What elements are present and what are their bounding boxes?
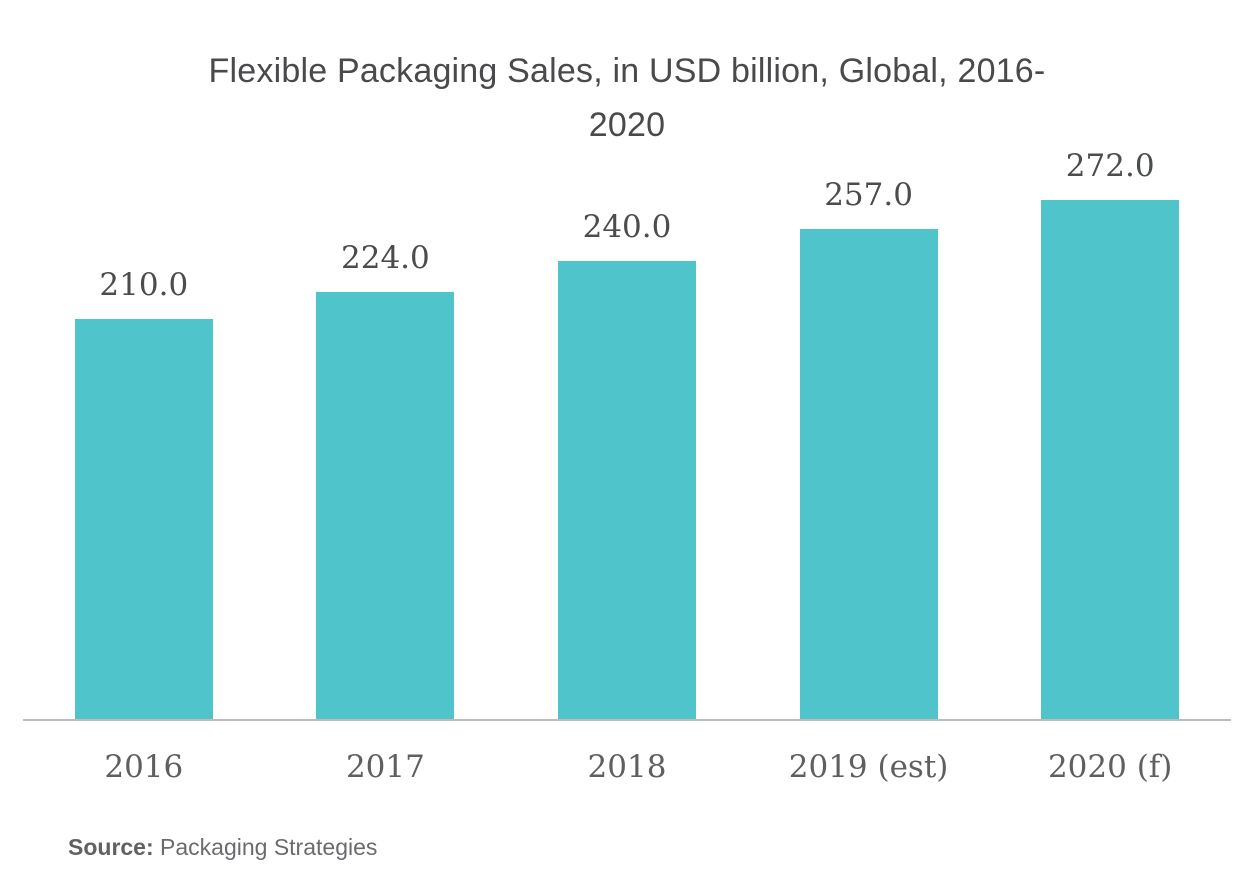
x-axis: 2016 2017 2018 2019 (est) 2020 (f) — [23, 721, 1231, 786]
x-axis-label: 2019 (est) — [788, 749, 949, 785]
bar-column: 210.0 — [23, 267, 265, 720]
bar-column: 272.0 — [989, 148, 1231, 720]
source-label: Source: — [68, 834, 154, 860]
source-line: Source: Packaging Strategies — [68, 833, 377, 861]
x-axis-label: 2018 — [587, 749, 667, 785]
chart-title-line-2: 2020 — [588, 106, 666, 144]
source-text: Packaging Strategies — [153, 834, 378, 860]
chart-title-line-1: Flexible Packaging Sales, in USD billion… — [208, 52, 1046, 90]
x-axis-label: 2017 — [345, 749, 425, 785]
plot-area: 210.0 224.0 240.0 257.0 272.0 — [23, 148, 1231, 720]
bar-column: 240.0 — [506, 209, 748, 720]
bar-value-label: 210.0 — [99, 267, 189, 303]
bar — [316, 292, 455, 720]
x-axis-line — [23, 719, 1231, 721]
bar-value-label: 272.0 — [1065, 148, 1155, 184]
bar — [557, 261, 696, 720]
bar-value-label: 224.0 — [341, 240, 430, 276]
bar — [74, 319, 213, 720]
bar — [1041, 200, 1180, 720]
bar — [799, 229, 938, 720]
bar-column: 224.0 — [265, 240, 507, 720]
x-axis-label: 2020 (f) — [1047, 749, 1173, 785]
chart-title: Flexible Packaging Sales, in USD billion… — [0, 44, 1254, 152]
bar-column: 257.0 — [748, 177, 990, 720]
bar-value-label: 257.0 — [824, 177, 913, 213]
bar-value-label: 240.0 — [582, 209, 672, 245]
x-axis-label: 2016 — [104, 749, 184, 785]
